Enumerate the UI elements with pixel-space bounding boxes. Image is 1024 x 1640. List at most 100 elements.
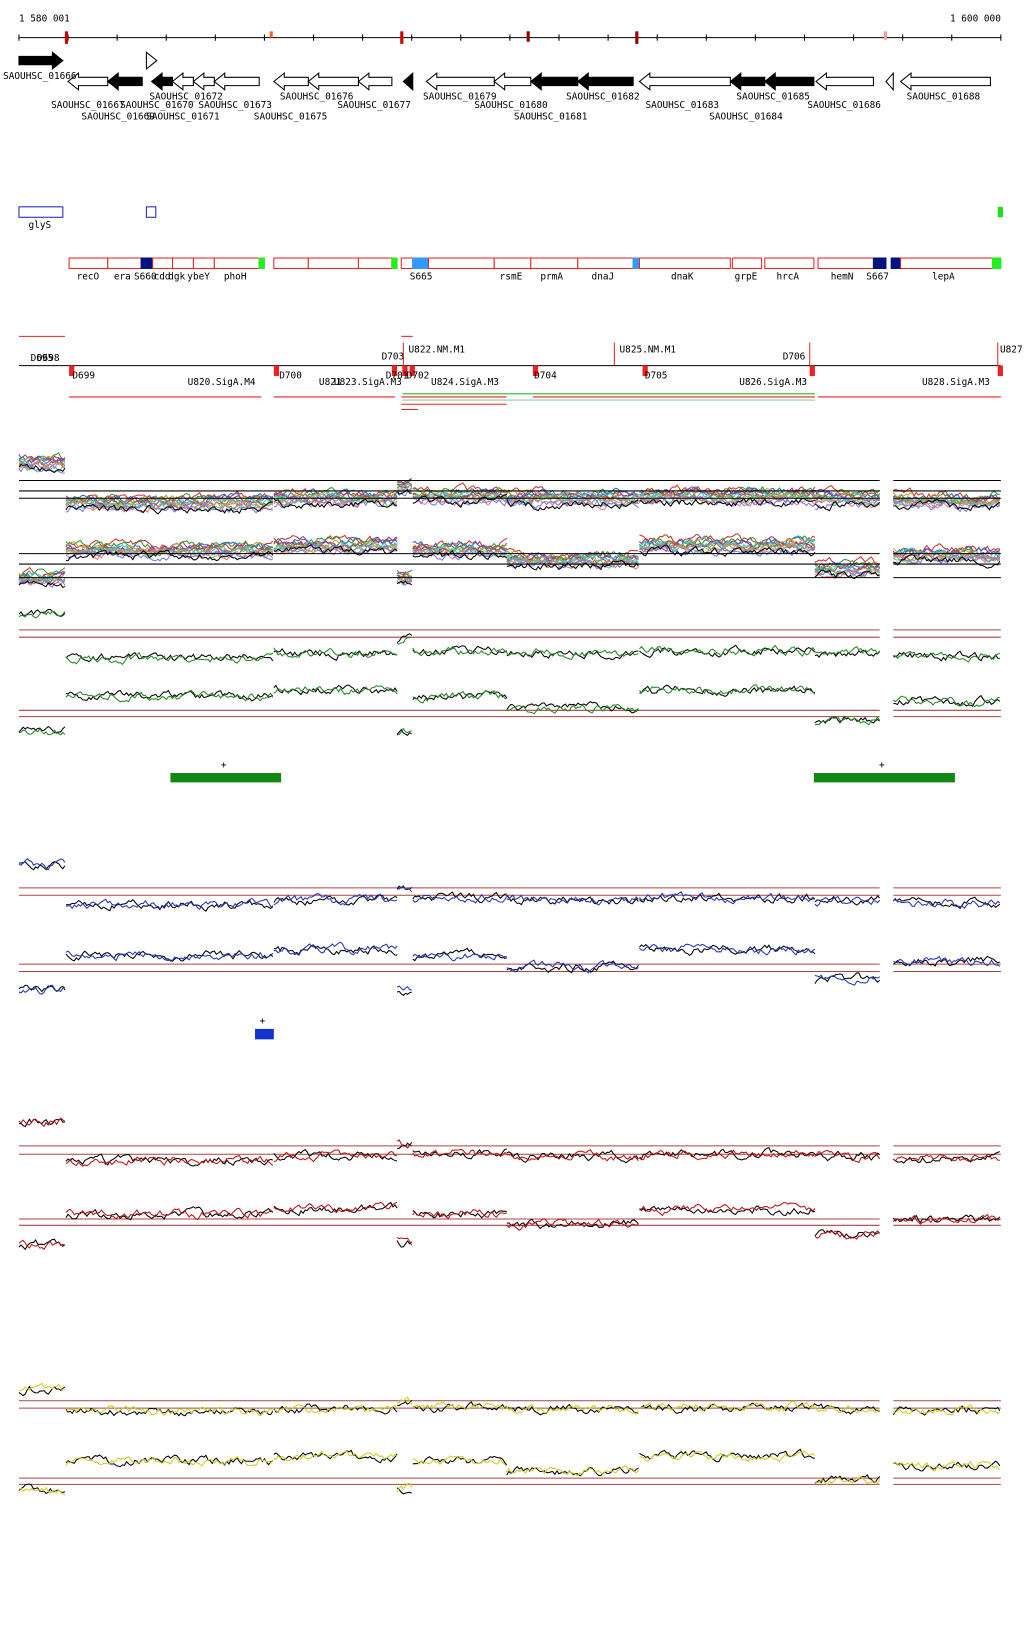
gene-label: SAOUHSC_01669 xyxy=(81,111,155,122)
signal-line xyxy=(18,1201,1001,1251)
segment-label: U828.SigA.M3 xyxy=(922,377,990,388)
signal-line xyxy=(18,943,1000,997)
gene-arrow xyxy=(885,71,894,92)
annotation-box xyxy=(530,257,579,269)
gene-arrow xyxy=(272,72,309,91)
segment-label: D701 xyxy=(386,371,409,382)
gene-arrow xyxy=(638,72,731,91)
annotation-box xyxy=(900,257,994,269)
ruler-mark xyxy=(269,31,273,38)
gene-arrow xyxy=(192,72,215,91)
gene-arrow xyxy=(576,72,634,91)
annotation-box xyxy=(391,257,398,269)
signal-line xyxy=(18,1382,1000,1417)
gene-arrow xyxy=(402,71,414,91)
gene-label: SAOUHSC_01676 xyxy=(280,92,354,103)
annotation-box xyxy=(140,257,154,269)
segment-label: U820.SigA.M4 xyxy=(188,377,256,388)
annotation-box xyxy=(872,257,887,269)
gene-label: SAOUHSC_01688 xyxy=(907,92,981,103)
annotation-label: era xyxy=(114,271,131,282)
annotation-box xyxy=(764,257,815,269)
annotation-box xyxy=(412,257,429,269)
gene-arrow xyxy=(529,72,579,91)
gene-label: SAOUHSC_01683 xyxy=(646,100,720,111)
gene-arrow xyxy=(425,72,495,91)
gene-label: SAOUHSC_01684 xyxy=(709,111,783,122)
annotation-label: lepA xyxy=(932,271,955,282)
gene-label: SAOUHSC_01675 xyxy=(254,111,327,122)
ruler-label: 1 580 001 xyxy=(19,13,70,24)
annotation-box xyxy=(638,257,731,269)
gene-arrow xyxy=(213,72,260,91)
annotation-label: recO xyxy=(77,271,100,282)
annotation-box xyxy=(107,257,142,269)
signal-line xyxy=(18,610,1001,666)
signal-line xyxy=(18,533,1000,579)
rna-box xyxy=(997,206,1003,218)
annotation-label: dnaK xyxy=(671,271,694,282)
peak-bar xyxy=(255,1028,274,1040)
gene-arrow xyxy=(493,72,532,91)
signal-line xyxy=(18,1117,1000,1167)
annotation-label: ybeY xyxy=(187,271,210,282)
annotation-box xyxy=(68,257,109,269)
annotation-box xyxy=(817,257,874,269)
annotation-box xyxy=(577,257,634,269)
signal-line xyxy=(18,684,1001,736)
annotation-box xyxy=(493,257,532,269)
annotation-box xyxy=(890,257,902,269)
gene-label: SAOUHSC_01681 xyxy=(514,111,588,122)
signal-line xyxy=(18,684,1000,736)
annotation-label: prmA xyxy=(540,271,563,282)
gene-arrow xyxy=(815,72,874,91)
segment-label: D699 xyxy=(72,371,95,382)
rna-box xyxy=(18,206,64,218)
gene-label: SAOUHSC_01673 xyxy=(198,100,271,111)
segment-label: D703 xyxy=(382,352,405,363)
ruler-label: 1 600 000 xyxy=(950,13,1001,24)
signal-line xyxy=(18,464,1001,515)
peak-sign: + xyxy=(260,1016,266,1027)
gene-label: SAOUHSC_01682 xyxy=(566,92,640,103)
segment-label: D704 xyxy=(534,371,557,382)
signal-line xyxy=(18,1450,1001,1496)
signal-line xyxy=(18,1385,1001,1417)
ruler-mark xyxy=(526,31,530,42)
annotation-label: dgk xyxy=(168,271,185,282)
gene-arrow xyxy=(763,72,815,91)
segment-label: D698 xyxy=(37,353,60,364)
segment-label: D705 xyxy=(645,371,668,382)
rna-box xyxy=(145,206,157,218)
rna-label: glyS xyxy=(29,220,52,231)
peak-bar xyxy=(813,772,955,783)
annotation-box xyxy=(427,257,495,269)
gene-label: SAOUHSC_01686 xyxy=(807,100,881,111)
segment-label: D702 xyxy=(407,371,430,382)
peak-bar xyxy=(170,772,282,783)
ruler-mark xyxy=(635,31,639,44)
gene-arrow xyxy=(307,72,359,91)
annotation-box xyxy=(632,257,640,269)
signal-line xyxy=(18,1201,1001,1251)
annotation-box xyxy=(192,257,215,269)
annotation-box xyxy=(307,257,359,269)
annotation-box xyxy=(273,257,309,269)
segment-label: U826.SigA.M3 xyxy=(739,377,807,388)
peak-sign: + xyxy=(221,760,227,771)
annotation-label: hemN xyxy=(831,271,854,282)
gene-arrow xyxy=(357,72,393,91)
gene-label: SAOUHSC_01667 xyxy=(51,100,125,111)
gene-label: SAOUHSC_01671 xyxy=(146,111,220,122)
gene-label: SAOUHSC_01680 xyxy=(474,100,548,111)
segment-flag xyxy=(69,365,75,377)
annotation-box xyxy=(731,257,763,269)
segment-flag xyxy=(273,365,280,377)
annotation-box xyxy=(213,257,260,269)
annotation-box xyxy=(258,257,265,269)
annotation-box xyxy=(152,257,174,269)
annotation-label: dnaJ xyxy=(592,271,615,282)
gene-label: SAOUHSC_01672 xyxy=(149,92,223,103)
